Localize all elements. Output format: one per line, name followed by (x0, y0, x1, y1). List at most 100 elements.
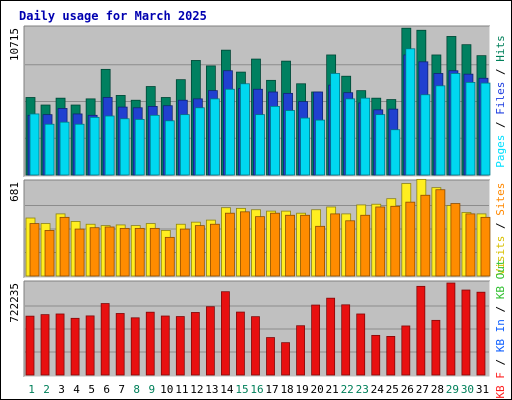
bar-pages-day-2 (44, 123, 55, 176)
bar-sites-day-30 (465, 213, 476, 277)
panel-max-label: 722235 (8, 283, 21, 323)
bar-kb-f-day-21 (326, 297, 336, 376)
panel-kbytes: 722235 KB F / KB In / KB Out (8, 259, 507, 398)
day-label-24: 24 (371, 383, 385, 396)
day-label-12: 12 (190, 383, 203, 396)
day-label-17: 17 (265, 383, 278, 396)
bar-sites-day-11 (179, 228, 190, 277)
legend-separator: / (494, 62, 507, 82)
day-label-3: 3 (58, 383, 65, 396)
bar-pages-day-25 (390, 129, 401, 176)
legend-entry-kb-out: KB Out (494, 259, 507, 299)
bar-sites-day-21 (330, 213, 341, 277)
panel-legend: KB F / KB In / KB Out (494, 259, 507, 398)
bar-sites-day-17 (270, 212, 280, 277)
panel-legend: Pages / Files / Hits (494, 35, 507, 168)
bar-sites-day-23 (360, 214, 371, 277)
day-label-19: 19 (295, 383, 308, 396)
bar-sites-day-14 (225, 212, 235, 277)
panel-max-label: 681 (8, 182, 21, 202)
bar-kb-f-day-10 (160, 315, 170, 376)
day-label-9: 9 (148, 383, 155, 396)
bar-pages-day-29 (450, 73, 461, 176)
day-label-13: 13 (205, 383, 218, 396)
legend-separator: / (494, 115, 507, 135)
day-label-21: 21 (326, 383, 339, 396)
panel-max-label: 10715 (8, 28, 21, 61)
bar-kb-f-day-31 (476, 291, 486, 376)
bar-sites-day-22 (345, 220, 356, 277)
day-label-20: 20 (311, 383, 324, 396)
bar-kb-f-day-2 (40, 314, 50, 376)
bar-kb-f-day-3 (55, 313, 65, 376)
legend-entry-hits: Hits (494, 35, 507, 62)
bar-sites-day-1 (29, 223, 40, 277)
legend-separator: / (494, 299, 507, 319)
bar-kb-f-day-16 (251, 316, 260, 376)
day-label-30: 30 (461, 383, 474, 396)
day-label-4: 4 (73, 383, 80, 396)
bar-kb-f-day-23 (356, 313, 366, 376)
bar-sites-day-3 (59, 216, 70, 277)
bar-kb-f-day-24 (371, 334, 381, 376)
bar-kb-f-day-18 (281, 342, 290, 376)
bar-sites-day-29 (450, 203, 461, 277)
chart-title: Daily usage for March 2025 (19, 9, 207, 23)
panel-visits: 681 Visits / Sites (8, 178, 507, 279)
day-label-23: 23 (356, 383, 369, 396)
bar-kb-f-day-30 (461, 289, 471, 376)
bar-pages-day-27 (420, 94, 431, 176)
bar-kb-f-day-13 (205, 306, 215, 376)
panel-legend: Visits / Sites (494, 183, 507, 276)
bar-sites-day-12 (194, 225, 205, 277)
bar-pages-day-14 (225, 88, 235, 176)
legend-entry-kb-in: KB In (494, 319, 507, 352)
bar-pages-day-20 (315, 119, 326, 176)
bar-sites-day-16 (255, 216, 265, 277)
legend-entry-files: Files (494, 82, 507, 115)
bar-pages-day-10 (164, 120, 175, 176)
bar-sites-day-27 (420, 194, 431, 277)
bar-pages-day-1 (29, 113, 40, 176)
bar-pages-day-8 (134, 119, 145, 176)
day-label-26: 26 (401, 383, 414, 396)
legend-text: Visits / Sites (494, 183, 507, 276)
bar-sites-day-10 (164, 236, 175, 277)
bar-kb-f-day-29 (446, 282, 456, 376)
bar-pages-day-30 (465, 81, 476, 176)
bar-kb-f-day-12 (190, 312, 200, 376)
bar-pages-day-31 (480, 82, 491, 176)
bar-kb-f-day-25 (386, 336, 396, 376)
day-label-29: 29 (446, 383, 459, 396)
bar-sites-day-2 (44, 230, 55, 277)
bar-kb-f-day-19 (296, 325, 305, 376)
day-label-1: 1 (28, 383, 35, 396)
day-label-28: 28 (431, 383, 444, 396)
legend-separator: / (494, 352, 507, 372)
bar-kb-f-day-27 (416, 285, 426, 376)
day-label-14: 14 (220, 383, 234, 396)
legend-entry-visits: Visits (494, 236, 507, 276)
bar-sites-day-19 (300, 214, 310, 277)
bar-pages-day-21 (330, 73, 341, 176)
bar-kb-f-day-1 (25, 315, 35, 376)
bar-sites-day-25 (390, 205, 401, 277)
bar-pages-day-24 (375, 114, 386, 176)
legend-entry-kb-f: KB F (494, 372, 507, 399)
bar-sites-day-5 (89, 227, 100, 277)
legend-text: Pages / Files / Hits (494, 35, 507, 168)
bar-kb-f-day-15 (236, 311, 245, 376)
legend-separator: / (494, 216, 507, 236)
bar-pages-day-7 (119, 118, 130, 176)
bar-kb-f-day-5 (85, 315, 95, 376)
bar-pages-day-28 (435, 85, 446, 176)
bar-pages-day-19 (300, 117, 310, 176)
panel-hits: 10715 Pages / Files / Hits (8, 25, 507, 178)
bar-kb-f-day-14 (221, 291, 230, 376)
day-label-5: 5 (88, 383, 95, 396)
bar-sites-day-20 (315, 225, 326, 277)
day-axis-labels: 1 2 3 4 5 6 7 8 9 10 11 12 13 14 15 16 17 18 19 20 21 22 23 24 2… (28, 383, 489, 396)
bar-kb-f-day-7 (115, 313, 125, 376)
bar-kb-f-day-8 (130, 317, 140, 376)
